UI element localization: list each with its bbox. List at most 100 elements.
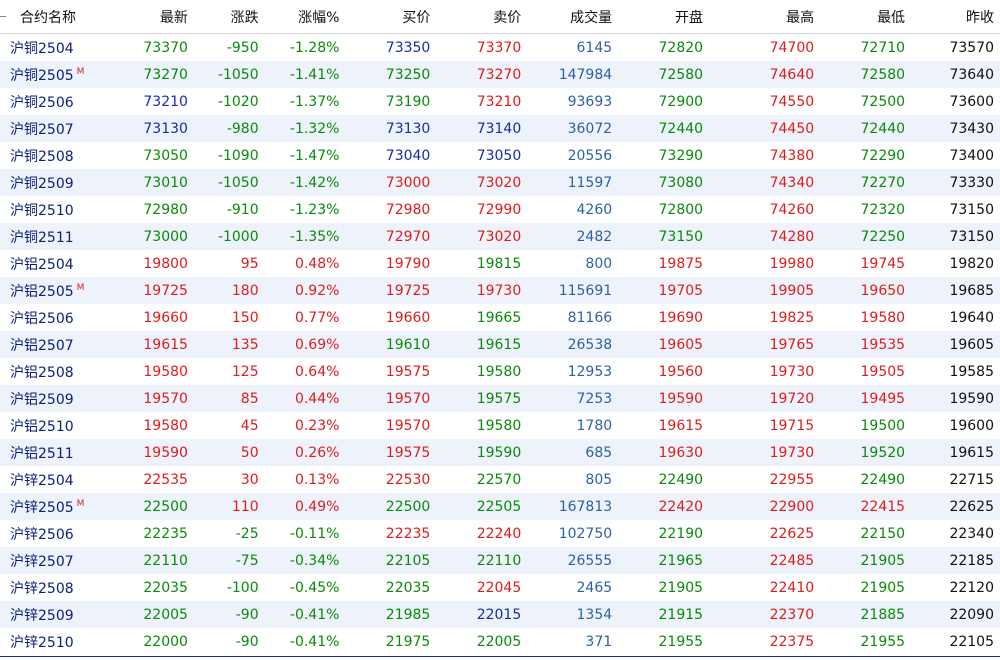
- quote-row[interactable]: 沪铜2510 72980 -910 -1.23% 72980 72990 4260 72800…: [0, 196, 1000, 223]
- quote-row[interactable]: 沪铜2507 73130 -980 -1.32% 73130 73140 36072 7244…: [0, 115, 1000, 142]
- column-header-ask[interactable]: 卖价: [436, 0, 528, 34]
- contract-name-cell[interactable]: 沪铝2508: [0, 358, 114, 385]
- contract-name-cell[interactable]: 沪铝2510: [0, 412, 114, 439]
- ask-cell: 22570: [436, 466, 528, 493]
- open-cell: 73080: [618, 169, 710, 196]
- quote-row[interactable]: 沪铜2508 73050 -1090 -1.47% 73040 73050 20556 732…: [0, 142, 1000, 169]
- quote-row[interactable]: 沪锌2506 22235 -25 -0.11% 22235 22240 102750 2219…: [0, 520, 1000, 547]
- column-header-last[interactable]: 最新: [113, 0, 194, 34]
- bid-cell: 22530: [345, 466, 437, 493]
- low-cell: 21905: [820, 547, 912, 574]
- change-pct-cell: 0.49%: [264, 493, 346, 520]
- last-price-cell: 22535: [113, 466, 194, 493]
- change-pct-cell: -1.42%: [264, 169, 346, 196]
- column-header-bid[interactable]: 买价: [345, 0, 437, 34]
- quote-row[interactable]: 沪铝2509 19570 85 0.44% 19570 19575 7253 19590 197…: [0, 385, 1000, 412]
- ask-cell: 19580: [436, 358, 528, 385]
- low-cell: 19535: [820, 331, 912, 358]
- column-header-high[interactable]: 最高: [709, 0, 821, 34]
- low-cell: 19495: [820, 385, 912, 412]
- prev-close-cell: 22340: [911, 520, 1000, 547]
- quote-row[interactable]: 沪铝2505 M 19725 180 0.92% 19725 19730 115691 1970…: [0, 277, 1000, 304]
- contract-name-cell[interactable]: 沪铝2506: [0, 304, 114, 331]
- quote-row[interactable]: 沪锌2507 22110 -75 -0.34% 22105 22110 26555 21965…: [0, 547, 1000, 574]
- column-header-contract[interactable]: 合约名称: [0, 0, 114, 34]
- table-bottom-border: [0, 656, 1000, 657]
- change-cell: -75: [193, 547, 265, 574]
- contract-name-cell[interactable]: 沪铜2511: [0, 223, 114, 250]
- open-cell: 22190: [618, 520, 710, 547]
- quote-row[interactable]: 沪铜2506 73210 -1020 -1.37% 73190 73210 93693 729…: [0, 88, 1000, 115]
- low-cell: 72320: [820, 196, 912, 223]
- contract-name-cell[interactable]: 沪铜2504: [0, 33, 114, 61]
- contract-name-cell[interactable]: 沪铝2504: [0, 250, 114, 277]
- last-price-cell: 22035: [113, 574, 194, 601]
- prev-close-cell: 73600: [911, 88, 1000, 115]
- quote-row[interactable]: 沪铝2507 19615 135 0.69% 19610 19615 26538 19605 1…: [0, 331, 1000, 358]
- contract-name-cell[interactable]: 沪铜2510: [0, 196, 114, 223]
- contract-name-cell[interactable]: 沪铜2508: [0, 142, 114, 169]
- quote-row[interactable]: 沪铜2505 M 73270 -1050 -1.41% 73250 73270 147984 7…: [0, 61, 1000, 88]
- last-price-cell: 73130: [113, 115, 194, 142]
- contract-name-cell[interactable]: 沪铝2511: [0, 439, 114, 466]
- quote-row[interactable]: 沪锌2510 22000 -90 -0.41% 21975 22005 371 21955 22…: [0, 628, 1000, 655]
- quote-row[interactable]: 沪锌2504 22535 30 0.13% 22530 22570 805 22490 2295…: [0, 466, 1000, 493]
- bid-cell: 73350: [345, 33, 437, 61]
- change-pct-cell: 0.48%: [264, 250, 346, 277]
- volume-cell: 93693: [527, 88, 619, 115]
- contract-name: 沪铝2504: [10, 256, 74, 273]
- contract-name-cell[interactable]: 沪锌2510: [0, 628, 114, 655]
- change-pct-cell: 0.23%: [264, 412, 346, 439]
- contract-name: 沪铝2509: [10, 391, 74, 408]
- contract-name-cell[interactable]: 沪锌2507: [0, 547, 114, 574]
- prev-close-cell: 19640: [911, 304, 1000, 331]
- contract-name-cell[interactable]: 沪铜2505 M: [0, 61, 114, 88]
- contract-name-cell[interactable]: 沪铜2506: [0, 88, 114, 115]
- contract-name-cell[interactable]: 沪锌2508: [0, 574, 114, 601]
- contract-name-cell[interactable]: 沪锌2504: [0, 466, 114, 493]
- bid-cell: 72980: [345, 196, 437, 223]
- contract-name-cell[interactable]: 沪铜2509: [0, 169, 114, 196]
- column-header-low[interactable]: 最低: [820, 0, 912, 34]
- quote-row[interactable]: 沪锌2509 22005 -90 -0.41% 21985 22015 1354 21915 2…: [0, 601, 1000, 628]
- prev-close-cell: 22715: [911, 466, 1000, 493]
- ask-cell: 19665: [436, 304, 528, 331]
- low-cell: 22150: [820, 520, 912, 547]
- column-header-open[interactable]: 开盘: [618, 0, 710, 34]
- column-header-prev-close[interactable]: 昨收: [911, 0, 1000, 34]
- quote-row[interactable]: 沪铜2509 73010 -1050 -1.42% 73000 73020 11597 730…: [0, 169, 1000, 196]
- last-price-cell: 73010: [113, 169, 194, 196]
- contract-name-cell[interactable]: 沪锌2506: [0, 520, 114, 547]
- change-pct-cell: -0.34%: [264, 547, 346, 574]
- column-header-volume[interactable]: 成交量: [527, 0, 619, 34]
- ask-cell: 72990: [436, 196, 528, 223]
- quote-row[interactable]: 沪锌2505 M 22500 110 0.49% 22500 22505 167813 2242…: [0, 493, 1000, 520]
- contract-name-cell[interactable]: 沪锌2509: [0, 601, 114, 628]
- contract-name: 沪铜2511: [10, 229, 74, 246]
- quote-row[interactable]: 沪铝2506 19660 150 0.77% 19660 19665 81166 19690 1…: [0, 304, 1000, 331]
- column-header-change-pct[interactable]: 涨幅%: [264, 0, 346, 34]
- contract-name-cell[interactable]: 沪铝2507: [0, 331, 114, 358]
- contract-name-cell[interactable]: 沪铜2507: [0, 115, 114, 142]
- quote-row[interactable]: 沪铝2504 19800 95 0.48% 19790 19815 800 19875 1998…: [0, 250, 1000, 277]
- contract-name-cell[interactable]: 沪铝2509: [0, 385, 114, 412]
- main-contract-badge: M: [76, 66, 85, 77]
- prev-close-cell: 73640: [911, 61, 1000, 88]
- change-pct-cell: -1.41%: [264, 61, 346, 88]
- contract-name: 沪锌2508: [10, 580, 74, 597]
- quote-row[interactable]: 沪铜2511 73000 -1000 -1.35% 72970 73020 2482 7315…: [0, 223, 1000, 250]
- quote-row[interactable]: 沪铜2504 73370 -950 -1.28% 73350 73370 6145 72820…: [0, 33, 1000, 61]
- change-cell: 180: [193, 277, 265, 304]
- quote-row[interactable]: 沪铝2511 19590 50 0.26% 19575 19590 685 19630 1973…: [0, 439, 1000, 466]
- contract-name-cell[interactable]: 沪铝2505 M: [0, 277, 114, 304]
- open-cell: 19690: [618, 304, 710, 331]
- contract-name: 沪铜2505: [10, 67, 74, 84]
- contract-name-cell[interactable]: 沪锌2505 M: [0, 493, 114, 520]
- volume-cell: 4260: [527, 196, 619, 223]
- quote-row[interactable]: 沪铝2508 19580 125 0.64% 19575 19580 12953 19560 1…: [0, 358, 1000, 385]
- bid-cell: 22035: [345, 574, 437, 601]
- column-header-change[interactable]: 涨跌: [193, 0, 265, 34]
- quote-row[interactable]: 沪锌2508 22035 -100 -0.45% 22035 22045 2465 21905…: [0, 574, 1000, 601]
- quote-row[interactable]: 沪铝2510 19580 45 0.23% 19570 19580 1780 19615 197…: [0, 412, 1000, 439]
